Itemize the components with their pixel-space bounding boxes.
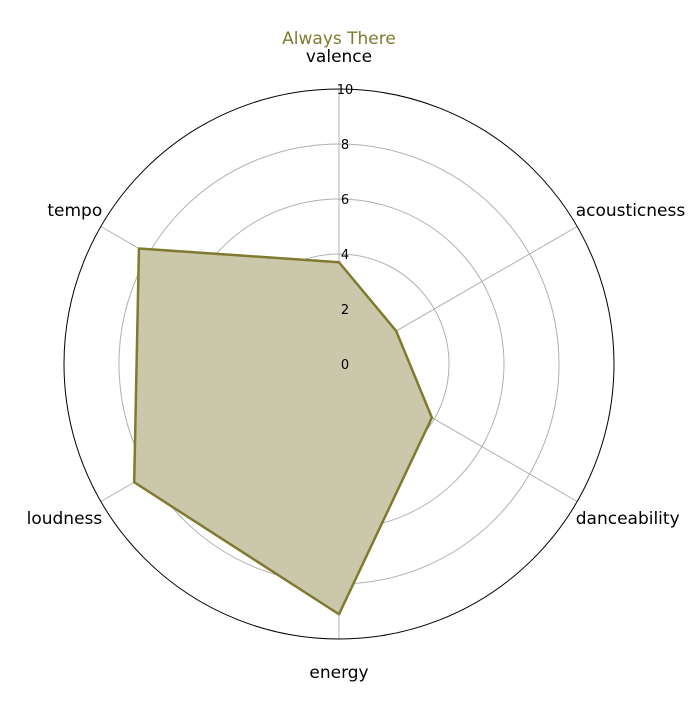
axis-label: energy [309, 663, 368, 683]
radar-series [132, 247, 434, 616]
r-tick-label: 4 [341, 248, 349, 263]
axis-label: danceability [576, 509, 680, 529]
radar-axis-labels: valence acousticness danceability energy lou… [27, 47, 686, 683]
axis-label: valence [306, 47, 372, 67]
series-line [132, 247, 434, 616]
r-tick-label: 0 [341, 358, 349, 373]
r-tick-label: 6 [341, 193, 349, 208]
chart-title: Always There [282, 29, 396, 49]
outer-frame [63, 88, 615, 640]
axis-label: acousticness [576, 201, 686, 221]
r-tick-label: 10 [337, 83, 354, 98]
r-tick-label: 2 [341, 303, 349, 318]
axis-label: loudness [27, 509, 103, 529]
radar-tick-labels: 0 2 4 6 8 10 [337, 83, 354, 373]
axis-label: tempo [47, 201, 102, 221]
series-area [134, 248, 432, 615]
r-tick-label: 8 [341, 138, 349, 153]
